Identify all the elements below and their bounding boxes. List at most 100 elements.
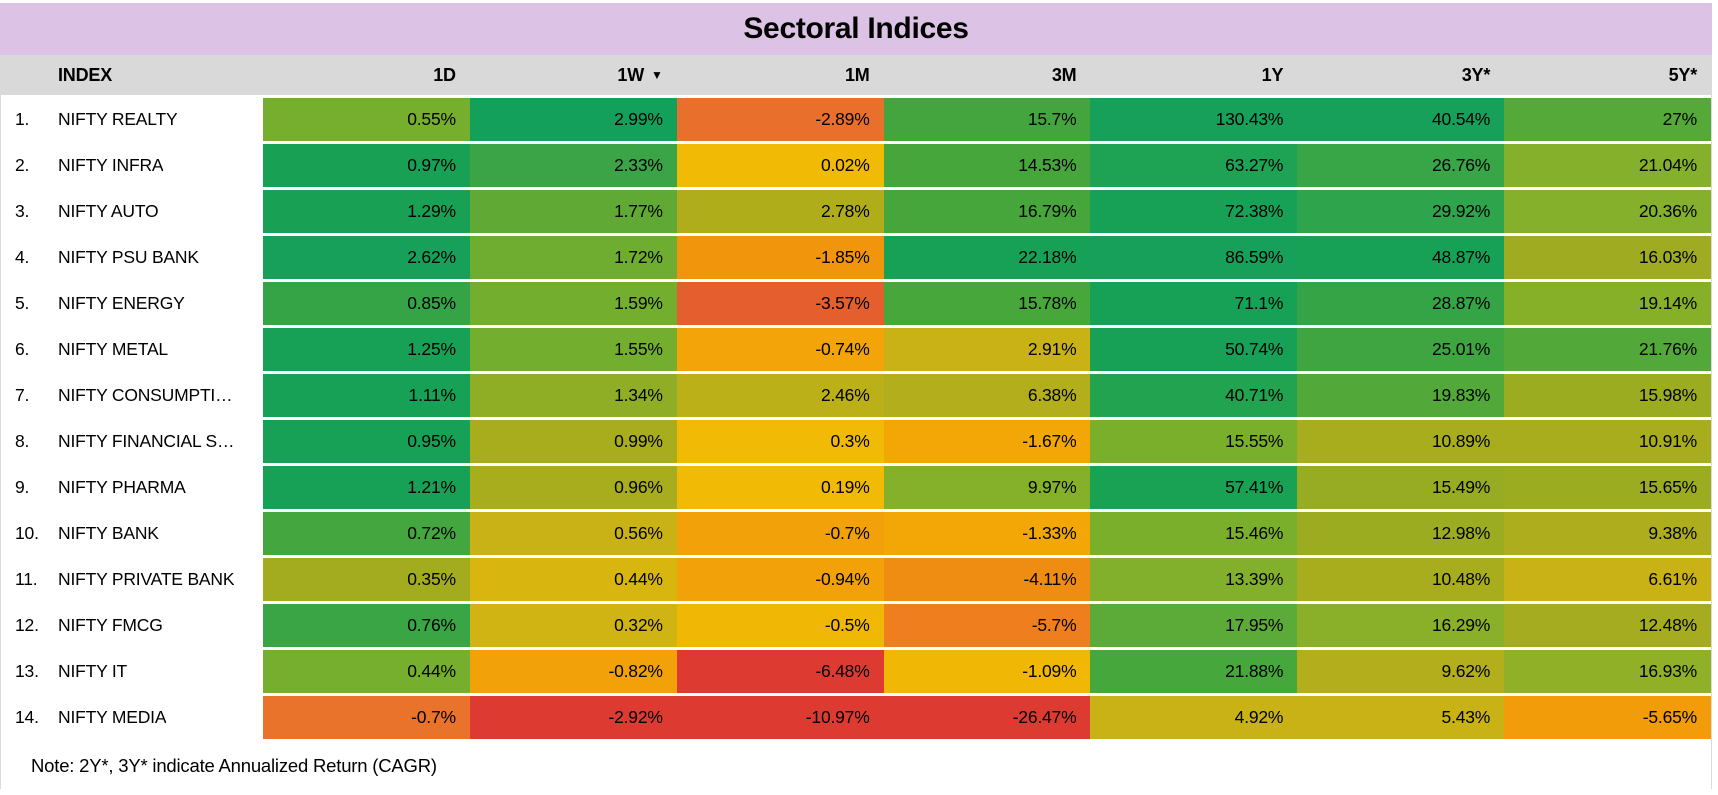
heatmap-cell-3y: 9.62% <box>1297 650 1505 693</box>
heatmap-cell-3m: -26.47% <box>883 696 1091 739</box>
column-header-1d[interactable]: 1D <box>433 64 456 85</box>
heatmap-cell-3y: 5.43% <box>1297 696 1505 739</box>
row-index-name: NIFTY PSU BANK <box>58 247 199 267</box>
heatmap-cell-1w: -0.82% <box>469 650 677 693</box>
row-index-name: NIFTY FMCG <box>58 615 163 635</box>
footnote-band: Note: 2Y*, 3Y* indicate Annualized Retur… <box>1 742 1711 789</box>
heatmap-cell-5y: 15.98% <box>1504 374 1712 417</box>
index-cell: 1. NIFTY REALTY <box>1 98 263 141</box>
row-rank: 13. <box>15 661 39 681</box>
heatmap-cell-3y: 25.01% <box>1297 328 1505 371</box>
sectoral-indices-widget: Sectoral Indices INDEX 1D 1W ▼ 1M 3M 1Y 3Y* 5Y* … <box>0 3 1712 789</box>
table-row: 10. NIFTY BANK 0.72% 0.56% -0.7% -1.33% 15.46%… <box>1 512 1712 555</box>
heatmap-cell-3y: 12.98% <box>1297 512 1505 555</box>
row-index-name: NIFTY ENERGY <box>58 293 185 313</box>
heatmap-cell-1m: 2.46% <box>676 374 884 417</box>
row-rank: 4. <box>15 247 30 267</box>
heatmap-cell-1m: -0.74% <box>676 328 884 371</box>
heatmap-cell-1m: 0.3% <box>676 420 884 463</box>
row-index-name: NIFTY BANK <box>58 523 159 543</box>
heatmap-cell-1w: 1.77% <box>469 190 677 233</box>
table-row: 11. NIFTY PRIVATE BANK 0.35% 0.44% -0.94% -4.… <box>1 558 1712 601</box>
heatmap-cell-1m: 0.02% <box>676 144 884 187</box>
table-row: 7. NIFTY CONSUMPTI… 1.11% 1.34% 2.46% 6.38% 40… <box>1 374 1712 417</box>
heatmap-cell-1m: -1.85% <box>676 236 884 279</box>
heatmap-cell-3m: -4.11% <box>883 558 1091 601</box>
table-row: 2. NIFTY INFRA 0.97% 2.33% 0.02% 14.53% 63.27%… <box>1 144 1712 187</box>
column-header-5y[interactable]: 5Y* <box>1668 64 1698 85</box>
row-index-name: NIFTY CONSUMPTI… <box>58 385 233 405</box>
heatmap-cell-1y: 71.1% <box>1090 282 1298 325</box>
heatmap-cell-3y: 19.83% <box>1297 374 1505 417</box>
row-index-name: NIFTY PRIVATE BANK <box>58 569 235 589</box>
index-cell: 4. NIFTY PSU BANK <box>1 236 263 279</box>
heatmap-cell-1y: 17.95% <box>1090 604 1298 647</box>
heatmap-cell-3m: 2.91% <box>883 328 1091 371</box>
index-cell: 2. NIFTY INFRA <box>1 144 263 187</box>
index-cell: 14. NIFTY MEDIA <box>1 696 263 739</box>
column-header-index[interactable]: INDEX <box>58 64 113 85</box>
table-row: 12. NIFTY FMCG 0.76% 0.32% -0.5% -5.7% 17.95% 1… <box>1 604 1712 647</box>
heatmap-cell-1y: 57.41% <box>1090 466 1298 509</box>
heatmap-cell-5y: 10.91% <box>1504 420 1712 463</box>
heatmap-cell-5y: -5.65% <box>1504 696 1712 739</box>
column-header-1w[interactable]: 1W ▼ <box>617 64 663 85</box>
heatmap-cell-1y: 21.88% <box>1090 650 1298 693</box>
heatmap-cell-1y: 13.39% <box>1090 558 1298 601</box>
table-row: 1. NIFTY REALTY 0.55% 2.99% -2.89% 15.7% 130.4… <box>1 98 1712 141</box>
heatmap-cell-3m: 16.79% <box>883 190 1091 233</box>
heatmap-cell-1m: -0.5% <box>676 604 884 647</box>
heatmap-cell-1y: 15.46% <box>1090 512 1298 555</box>
heatmap-cell-3y: 15.49% <box>1297 466 1505 509</box>
table-row: 4. NIFTY PSU BANK 2.62% 1.72% -1.85% 22.18% 86… <box>1 236 1712 279</box>
index-cell: 7. NIFTY CONSUMPTI… <box>1 374 263 417</box>
heatmap-cell-1d: 1.21% <box>263 466 470 509</box>
heatmap-cell-1w: 0.32% <box>469 604 677 647</box>
index-cell: 12. NIFTY FMCG <box>1 604 263 647</box>
heatmap-cell-5y: 16.03% <box>1504 236 1712 279</box>
heatmap-cell-1m: -0.94% <box>676 558 884 601</box>
index-cell: 6. NIFTY METAL <box>1 328 263 371</box>
heatmap-cell-5y: 9.38% <box>1504 512 1712 555</box>
heatmap-cell-1d: 0.97% <box>263 144 470 187</box>
heatmap-cell-3m: -1.09% <box>883 650 1091 693</box>
heatmap-cell-1y: 4.92% <box>1090 696 1298 739</box>
heatmap-table: INDEX 1D 1W ▼ 1M 3M 1Y 3Y* 5Y* 1. NIFTY REALTY 0.5… <box>0 55 1712 789</box>
index-cell: 3. NIFTY AUTO <box>1 190 263 233</box>
heatmap-cell-1w: 0.99% <box>469 420 677 463</box>
index-cell: 11. NIFTY PRIVATE BANK <box>1 558 263 601</box>
heatmap-cell-1m: -10.97% <box>676 696 884 739</box>
row-rank: 5. <box>15 293 30 313</box>
table-row: 5. NIFTY ENERGY 0.85% 1.59% -3.57% 15.78% 71.1… <box>1 282 1712 325</box>
heatmap-cell-1m: 2.78% <box>676 190 884 233</box>
heatmap-cell-1d: -0.7% <box>263 696 470 739</box>
index-cell: 10. NIFTY BANK <box>1 512 263 555</box>
row-rank: 7. <box>15 385 30 405</box>
heatmap-cell-1d: 0.95% <box>263 420 470 463</box>
table-row: 13. NIFTY IT 0.44% -0.82% -6.48% -1.09% 21.88%… <box>1 650 1712 693</box>
table-row: 3. NIFTY AUTO 1.29% 1.77% 2.78% 16.79% 72.38% 2… <box>1 190 1712 233</box>
column-header-1m[interactable]: 1M <box>844 64 870 85</box>
row-index-name: NIFTY FINANCIAL S… <box>58 431 235 451</box>
column-header-3y[interactable]: 3Y* <box>1461 64 1491 85</box>
heatmap-cell-1d: 2.62% <box>263 236 470 279</box>
heatmap-cell-1d: 1.25% <box>263 328 470 371</box>
heatmap-cell-1y: 15.55% <box>1090 420 1298 463</box>
heatmap-cell-1d: 1.29% <box>263 190 470 233</box>
row-rank: 9. <box>15 477 30 497</box>
heatmap-cell-5y: 15.65% <box>1504 466 1712 509</box>
heatmap-cell-3m: 9.97% <box>883 466 1091 509</box>
row-rank: 2. <box>15 155 30 175</box>
heatmap-cell-1d: 0.44% <box>263 650 470 693</box>
heatmap-cell-3y: 48.87% <box>1297 236 1505 279</box>
column-header-1y[interactable]: 1Y <box>1261 64 1284 85</box>
heatmap-cell-3y: 10.89% <box>1297 420 1505 463</box>
heatmap-cell-3y: 28.87% <box>1297 282 1505 325</box>
heatmap-cell-3m: 22.18% <box>883 236 1091 279</box>
column-header-3m[interactable]: 3M <box>1051 64 1077 85</box>
heatmap-cell-1m: -2.89% <box>676 98 884 141</box>
heatmap-cell-3m: 15.7% <box>883 98 1091 141</box>
heatmap-cell-1y: 63.27% <box>1090 144 1298 187</box>
heatmap-cell-1y: 130.43% <box>1090 98 1298 141</box>
row-index-name: NIFTY REALTY <box>58 109 178 129</box>
